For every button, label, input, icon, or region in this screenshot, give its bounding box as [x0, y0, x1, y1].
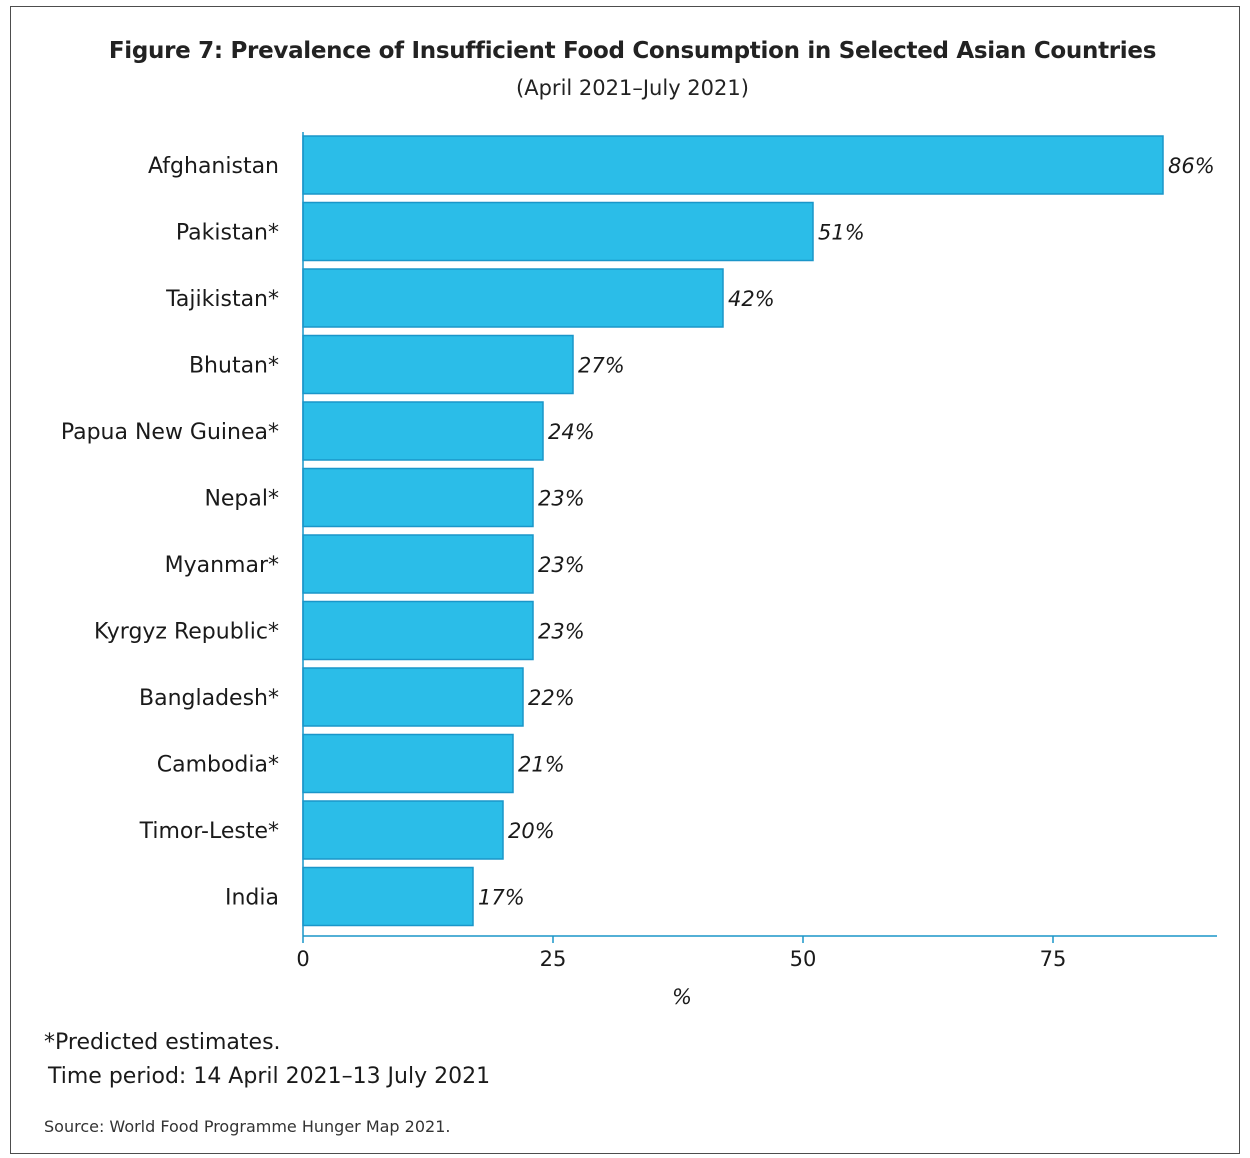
value-label: 17% — [478, 886, 525, 910]
category-label: Bhutan* — [189, 354, 279, 379]
value-label: 21% — [518, 753, 565, 777]
bar — [302, 534, 534, 594]
category-label: Kyrgyz Republic* — [94, 620, 279, 645]
category-label: Nepal* — [204, 487, 279, 512]
bar — [302, 334, 574, 395]
x-tick-label: 25 — [540, 947, 567, 971]
bar — [302, 201, 814, 262]
value-label: 23% — [538, 620, 585, 644]
category-label: Pakistan* — [176, 221, 279, 246]
bar — [302, 467, 534, 528]
bar — [302, 135, 1164, 195]
value-label: 51% — [818, 221, 865, 245]
value-label: 42% — [728, 287, 775, 311]
category-label: Myanmar* — [165, 553, 279, 578]
category-label: Bangladesh* — [139, 686, 279, 711]
bar — [302, 600, 534, 661]
value-label: 27% — [578, 354, 625, 378]
bar — [302, 866, 474, 927]
category-label: India — [225, 886, 279, 911]
bar — [302, 268, 724, 328]
bar — [302, 667, 524, 727]
category-label: Timor-Leste* — [139, 819, 279, 844]
x-axis-title: % — [672, 985, 692, 1009]
time-period-note: Time period: 14 April 2021–13 July 2021 — [48, 1064, 491, 1089]
bar — [302, 800, 504, 860]
value-label: 20% — [508, 819, 555, 843]
category-label: Afghanistan — [148, 154, 279, 179]
value-label: 23% — [538, 487, 585, 511]
chart-title: Figure 7: Prevalence of Insufficient Foo… — [108, 38, 1157, 64]
value-label: 22% — [528, 686, 575, 710]
category-label: Papua New Guinea* — [61, 420, 279, 445]
x-tick-label: 75 — [1040, 947, 1067, 971]
source-note: Source: World Food Programme Hunger Map … — [44, 1117, 451, 1136]
chart-subtitle: (April 2021–July 2021) — [516, 76, 749, 100]
figure-frame — [10, 6, 1240, 1154]
predicted-estimates-note: *Predicted estimates. — [44, 1030, 281, 1055]
x-tick-label: 0 — [296, 947, 309, 971]
x-tick-label: 50 — [790, 947, 817, 971]
bar — [302, 401, 544, 461]
value-label: 23% — [538, 553, 585, 577]
value-label: 86% — [1168, 154, 1215, 178]
category-label: Cambodia* — [157, 753, 279, 778]
bar — [302, 733, 514, 794]
value-label: 24% — [548, 420, 595, 444]
category-label: Tajikistan* — [165, 287, 279, 312]
